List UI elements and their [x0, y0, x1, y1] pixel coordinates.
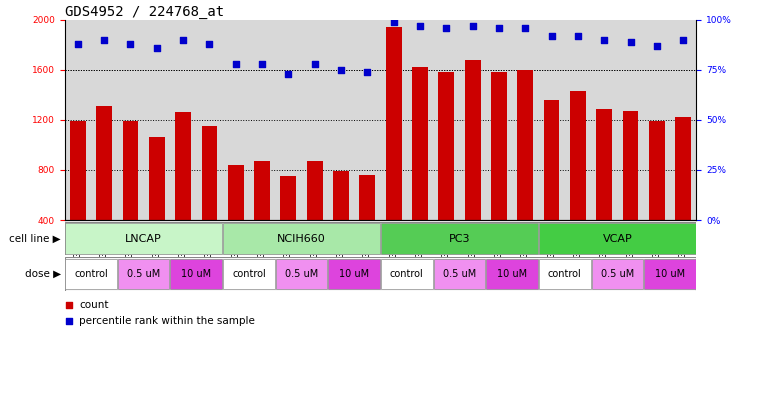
Bar: [412, 67, 428, 270]
Text: dose ▶: dose ▶: [25, 269, 61, 279]
Bar: [275, 259, 327, 290]
Bar: [539, 223, 696, 254]
Text: control: control: [74, 269, 108, 279]
Point: [546, 33, 558, 39]
Bar: [123, 121, 139, 270]
Text: PC3: PC3: [449, 234, 470, 244]
Text: percentile rank within the sample: percentile rank within the sample: [79, 316, 255, 326]
Point: [309, 61, 321, 67]
Text: 0.5 uM: 0.5 uM: [285, 269, 318, 279]
Bar: [96, 106, 112, 270]
Text: 10 uM: 10 uM: [655, 269, 685, 279]
Bar: [649, 121, 665, 270]
Bar: [254, 161, 270, 270]
Bar: [118, 259, 170, 290]
Point: [282, 71, 295, 77]
Text: cell line ▶: cell line ▶: [9, 234, 61, 244]
Bar: [333, 171, 349, 270]
Point: [387, 18, 400, 25]
Bar: [170, 259, 222, 290]
Bar: [438, 72, 454, 270]
Bar: [381, 259, 432, 290]
Bar: [329, 259, 380, 290]
Text: 0.5 uM: 0.5 uM: [443, 269, 476, 279]
Bar: [386, 27, 402, 270]
Point: [230, 61, 242, 67]
Text: 10 uM: 10 uM: [497, 269, 527, 279]
Bar: [223, 223, 380, 254]
Bar: [597, 108, 612, 270]
Bar: [570, 91, 586, 270]
Bar: [202, 126, 218, 270]
Point: [72, 40, 84, 47]
Point: [414, 22, 426, 29]
Point: [466, 22, 479, 29]
Bar: [70, 121, 86, 270]
Point: [572, 33, 584, 39]
Text: GDS4952 / 224768_at: GDS4952 / 224768_at: [65, 5, 224, 18]
Bar: [65, 223, 222, 254]
Point: [335, 67, 347, 73]
Bar: [281, 176, 296, 270]
Bar: [149, 138, 164, 270]
Point: [98, 37, 110, 43]
Bar: [359, 175, 375, 270]
Bar: [307, 161, 323, 270]
Point: [177, 37, 189, 43]
Bar: [591, 259, 643, 290]
Bar: [434, 259, 486, 290]
Text: control: control: [548, 269, 581, 279]
Text: LNCAP: LNCAP: [126, 234, 162, 244]
Point: [203, 40, 215, 47]
Text: 10 uM: 10 uM: [339, 269, 369, 279]
Point: [493, 24, 505, 31]
Text: NCIH660: NCIH660: [277, 234, 326, 244]
Point: [625, 39, 637, 45]
Bar: [517, 70, 533, 270]
Text: control: control: [232, 269, 266, 279]
Point: [440, 24, 452, 31]
Text: VCAP: VCAP: [603, 234, 632, 244]
Bar: [228, 165, 244, 270]
Point: [63, 318, 75, 325]
Bar: [486, 259, 538, 290]
Bar: [622, 111, 638, 270]
Text: 0.5 uM: 0.5 uM: [600, 269, 634, 279]
Bar: [465, 60, 480, 270]
Point: [651, 42, 663, 49]
Bar: [175, 112, 191, 270]
Bar: [223, 259, 275, 290]
Point: [361, 69, 374, 75]
Point: [124, 40, 136, 47]
Text: 0.5 uM: 0.5 uM: [127, 269, 161, 279]
Bar: [675, 118, 691, 270]
Text: control: control: [390, 269, 424, 279]
Bar: [491, 72, 507, 270]
Text: 10 uM: 10 uM: [181, 269, 212, 279]
Point: [151, 44, 163, 51]
Bar: [645, 259, 696, 290]
Point: [598, 37, 610, 43]
Bar: [65, 259, 116, 290]
Point: [519, 24, 531, 31]
Text: count: count: [79, 299, 108, 310]
Point: [256, 61, 268, 67]
Point: [677, 37, 689, 43]
Point: [63, 301, 75, 308]
Bar: [543, 100, 559, 270]
Bar: [539, 259, 591, 290]
Bar: [381, 223, 538, 254]
